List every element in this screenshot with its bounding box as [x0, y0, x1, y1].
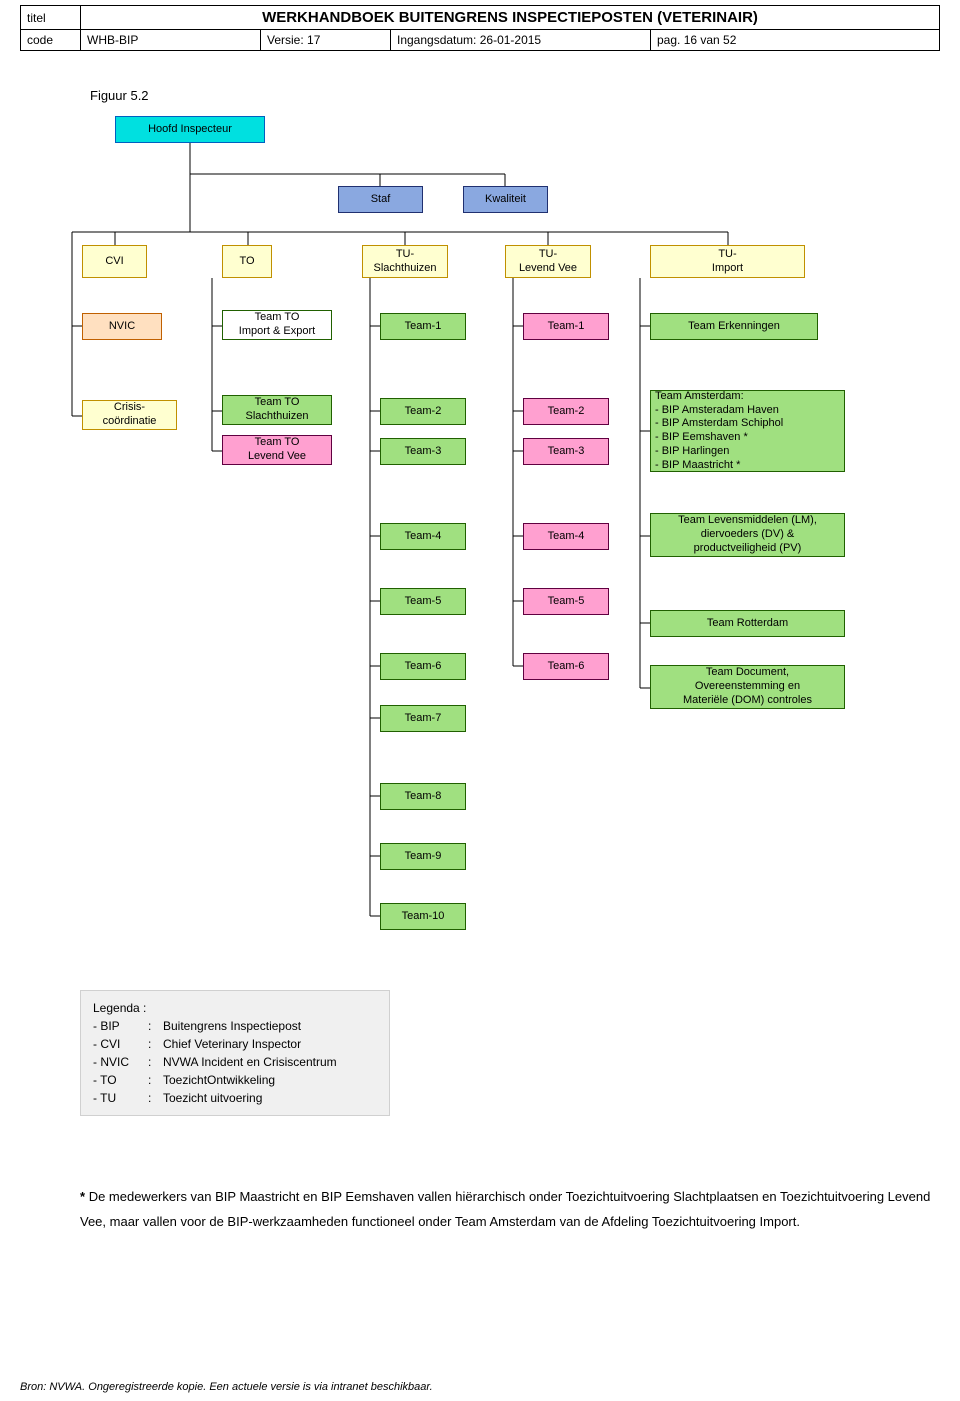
- node-tu-import: TU-Import: [650, 245, 805, 278]
- footnote-text: De medewerkers van BIP Maastricht en BIP…: [80, 1189, 930, 1229]
- legend-key: - NVIC: [93, 1053, 148, 1071]
- legend-row: - CVI:Chief Veterinary Inspector: [93, 1035, 377, 1053]
- node-team-rotterdam: Team Rotterdam: [650, 610, 845, 637]
- node-team-lm: Team Levensmiddelen (LM),diervoeders (DV…: [650, 513, 845, 557]
- node-hoofd-inspecteur: Hoofd Inspecteur: [115, 116, 265, 143]
- legend-value: NVWA Incident en Crisiscentrum: [163, 1053, 337, 1071]
- node-team6-b: Team-6: [523, 653, 609, 680]
- node-team2-a: Team-2: [380, 398, 466, 425]
- legend-value: Chief Veterinary Inspector: [163, 1035, 301, 1053]
- node-team1-b: Team-1: [523, 313, 609, 340]
- node-team-to-slachthuizen: Team TOSlachthuizen: [222, 395, 332, 425]
- legend-key: - BIP: [93, 1017, 148, 1035]
- node-team3-a: Team-3: [380, 438, 466, 465]
- node-team9: Team-9: [380, 843, 466, 870]
- node-to: TO: [222, 245, 272, 278]
- footer: Bron: NVWA. Ongeregistreerde kopie. Een …: [20, 1381, 433, 1393]
- node-staf: Staf: [338, 186, 423, 213]
- legend-value: Buitengrens Inspectiepost: [163, 1017, 301, 1035]
- node-team2-b: Team-2: [523, 398, 609, 425]
- node-team7: Team-7: [380, 705, 466, 732]
- header-titel-label: titel: [21, 6, 81, 30]
- legend-row: - TU:Toezicht uitvoering: [93, 1089, 377, 1107]
- node-team8: Team-8: [380, 783, 466, 810]
- legend-row: - NVIC:NVWA Incident en Crisiscentrum: [93, 1053, 377, 1071]
- node-team10: Team-10: [380, 903, 466, 930]
- node-team-to-levend-vee: Team TOLevend Vee: [222, 435, 332, 465]
- node-team1-a: Team-1: [380, 313, 466, 340]
- legend-row: - BIP:Buitengrens Inspectiepost: [93, 1017, 377, 1035]
- legend-key: - TU: [93, 1089, 148, 1107]
- node-team5-b: Team-5: [523, 588, 609, 615]
- figure-label: Figuur 5.2: [90, 88, 149, 103]
- node-tu-levend-vee: TU-Levend Vee: [505, 245, 591, 278]
- page: titel WERKHANDBOEK BUITENGRENS INSPECTIE…: [0, 0, 960, 1401]
- legend-key: - CVI: [93, 1035, 148, 1053]
- header-code-label: code: [21, 30, 81, 51]
- node-cvi: CVI: [82, 245, 147, 278]
- header-pag: pag. 16 van 52: [651, 30, 940, 51]
- legend-sep: :: [148, 1089, 163, 1107]
- legend-box: Legenda : - BIP:Buitengrens Inspectiepos…: [80, 990, 390, 1116]
- legend-rows: - BIP:Buitengrens Inspectiepost- CVI:Chi…: [93, 1017, 377, 1107]
- legend-title: Legenda :: [93, 999, 377, 1017]
- header-code-value: WHB-BIP: [81, 30, 261, 51]
- header-ingangsdatum: Ingangsdatum: 26-01-2015: [391, 30, 651, 51]
- node-team-amsterdam: Team Amsterdam:- BIP Amsteradam Haven- B…: [650, 390, 845, 472]
- legend-sep: :: [148, 1071, 163, 1089]
- footnote: * De medewerkers van BIP Maastricht en B…: [80, 1185, 940, 1234]
- node-crisis-coordinatie: Crisis-coördinatie: [82, 400, 177, 430]
- node-kwaliteit: Kwaliteit: [463, 186, 548, 213]
- header-table: titel WERKHANDBOEK BUITENGRENS INSPECTIE…: [20, 5, 940, 51]
- node-team-erkenningen: Team Erkenningen: [650, 313, 818, 340]
- node-team5-a: Team-5: [380, 588, 466, 615]
- node-tu-slachthuizen: TU-Slachthuizen: [362, 245, 448, 278]
- legend-value: Toezicht uitvoering: [163, 1089, 262, 1107]
- node-team3-b: Team-3: [523, 438, 609, 465]
- footnote-star: *: [80, 1189, 85, 1204]
- node-team6-a: Team-6: [380, 653, 466, 680]
- legend-sep: :: [148, 1017, 163, 1035]
- node-nvic: NVIC: [82, 313, 162, 340]
- legend-value: ToezichtOntwikkeling: [163, 1071, 275, 1089]
- header-title: WERKHANDBOEK BUITENGRENS INSPECTIEPOSTEN…: [81, 6, 940, 30]
- legend-sep: :: [148, 1053, 163, 1071]
- legend-sep: :: [148, 1035, 163, 1053]
- node-team-doc: Team Document,Overeenstemming enMateriël…: [650, 665, 845, 709]
- node-team4-b: Team-4: [523, 523, 609, 550]
- legend-key: - TO: [93, 1071, 148, 1089]
- node-team-to-import-export: Team TOImport & Export: [222, 310, 332, 340]
- header-versie: Versie: 17: [261, 30, 391, 51]
- node-team4-a: Team-4: [380, 523, 466, 550]
- legend-row: - TO:ToezichtOntwikkeling: [93, 1071, 377, 1089]
